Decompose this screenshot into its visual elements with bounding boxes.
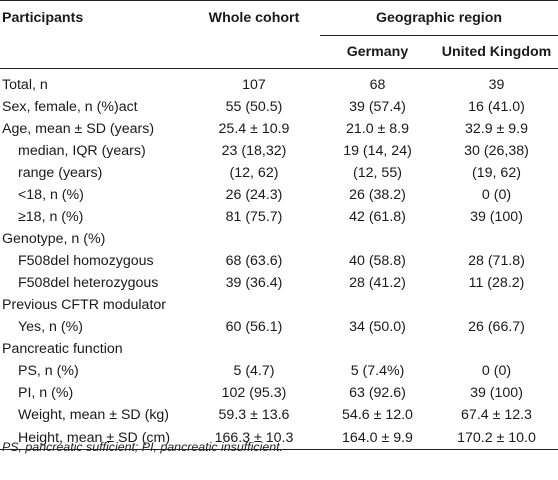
row-label: Weight, mean ± SD (kg) bbox=[18, 407, 170, 423]
cell-whole-cohort: 59.3 ± 13.6 bbox=[218, 407, 290, 423]
table-footnote: PS, pancreatic sufficient; PI, pancreati… bbox=[2, 440, 283, 454]
cell-whole-cohort: 5 (4.7) bbox=[233, 363, 275, 379]
row-label: F508del heterozygous bbox=[18, 275, 159, 291]
table-row: range (years) (12, 62) (12, 55) (19, 62) bbox=[0, 162, 558, 184]
cell-united-kingdom: 30 (26,38) bbox=[464, 143, 529, 159]
cell-whole-cohort: 39 (36.4) bbox=[225, 275, 283, 291]
header-geographic-region: Geographic region bbox=[320, 0, 558, 36]
cell-united-kingdom bbox=[435, 338, 558, 360]
table-row: Yes, n (%) 60 (56.1) 34 (50.0) 26 (66.7) bbox=[0, 316, 558, 338]
row-label: Sex, female, n (%)act bbox=[2, 99, 138, 115]
cell-germany bbox=[320, 338, 435, 360]
cell-whole-cohort: 68 (63.6) bbox=[225, 253, 283, 269]
cell-whole-cohort: 60 (56.1) bbox=[225, 319, 283, 335]
row-label: Genotype, n (%) bbox=[2, 231, 106, 247]
header-whole-cohort: Whole cohort bbox=[208, 10, 300, 26]
cell-germany: 5 (7.4%) bbox=[350, 363, 405, 379]
cell-united-kingdom: (19, 62) bbox=[472, 165, 521, 181]
row-label: Previous CFTR modulator bbox=[2, 297, 166, 313]
cell-germany: 21.0 ± 8.9 bbox=[345, 121, 409, 137]
cell-germany: 39 (57.4) bbox=[349, 99, 406, 115]
row-label: F508del homozygous bbox=[18, 253, 154, 269]
cell-united-kingdom: 11 (28.2) bbox=[468, 275, 525, 291]
cell-germany bbox=[320, 294, 435, 316]
cell-united-kingdom bbox=[435, 294, 558, 316]
table-row: F508del homozygous 68 (63.6) 40 (58.8) 2… bbox=[0, 250, 558, 272]
row-label: <18, n (%) bbox=[18, 187, 84, 203]
participants-table: Participants Whole cohort Geographic reg… bbox=[0, 0, 558, 450]
cell-germany: 54.6 ± 12.0 bbox=[342, 407, 413, 423]
table-row: Sex, female, n (%)act 55 (50.5) 39 (57.4… bbox=[0, 96, 558, 118]
cell-germany bbox=[320, 228, 435, 250]
cell-united-kingdom bbox=[435, 228, 558, 250]
cell-whole-cohort: 102 (95.3) bbox=[221, 385, 287, 401]
table-row: F508del heterozygous 39 (36.4) 28 (41.2)… bbox=[0, 272, 558, 294]
cell-whole-cohort: 107 bbox=[242, 77, 266, 93]
header-participants: Participants bbox=[2, 10, 84, 26]
cell-whole-cohort: (12, 62) bbox=[229, 165, 279, 181]
cell-united-kingdom: 39 bbox=[488, 77, 505, 93]
cell-germany: 68 bbox=[369, 77, 386, 93]
cell-germany: 164.0 ± 9.9 bbox=[320, 426, 435, 450]
cell-germany: 63 (92.6) bbox=[349, 385, 406, 401]
row-label: Height, mean ± SD (cm) bbox=[0, 426, 188, 450]
cell-whole-cohort: 23 (18,32) bbox=[221, 143, 287, 159]
table-row: ≥18, n (%) 81 (75.7) 42 (61.8) 39 (100) bbox=[0, 206, 558, 228]
header-row-1: Participants Whole cohort Geographic reg… bbox=[0, 0, 558, 36]
cell-united-kingdom: 170.2 ± 10.0 bbox=[435, 426, 558, 450]
cell-whole-cohort: 166.3 ± 10.3 bbox=[188, 426, 320, 450]
table-row: Previous CFTR modulator bbox=[0, 294, 558, 316]
cell-united-kingdom: 26 (66.7) bbox=[468, 319, 525, 335]
table-row: Pancreatic function bbox=[0, 338, 558, 360]
cell-united-kingdom: 39 (100) bbox=[470, 385, 523, 401]
row-label: ≥18, n (%) bbox=[18, 209, 84, 225]
table-row: PS, n (%) 5 (4.7) 5 (7.4%) 0 (0) bbox=[0, 360, 558, 382]
cell-whole-cohort: 81 (75.7) bbox=[225, 209, 283, 225]
row-label: Pancreatic function bbox=[2, 341, 123, 357]
header-united-kingdom: United Kingdom bbox=[441, 44, 552, 60]
table-row: Age, mean ± SD (years) 25.4 ± 10.9 21.0 … bbox=[0, 118, 558, 140]
cell-whole-cohort: 25.4 ± 10.9 bbox=[218, 121, 290, 137]
table-row: PI, n (%) 102 (95.3) 63 (92.6) 39 (100) bbox=[0, 382, 558, 404]
header-germany: Germany bbox=[346, 44, 409, 60]
table-row: <18, n (%) 26 (24.3) 26 (38.2) 0 (0) bbox=[0, 184, 558, 206]
cell-whole-cohort: 26 (24.3) bbox=[225, 187, 283, 203]
row-label: range (years) bbox=[18, 165, 103, 181]
cell-united-kingdom: 67.4 ± 12.3 bbox=[461, 407, 532, 423]
cell-germany: 34 (50.0) bbox=[349, 319, 406, 335]
row-label: PI, n (%) bbox=[18, 385, 74, 401]
cell-germany: 28 (41.2) bbox=[349, 275, 406, 291]
cell-united-kingdom: 28 (71.8) bbox=[468, 253, 525, 269]
table-row: Total, n 107 68 39 bbox=[0, 69, 558, 97]
cell-whole-cohort bbox=[188, 338, 320, 360]
cell-united-kingdom: 39 (100) bbox=[470, 209, 523, 225]
row-label: PS, n (%) bbox=[18, 363, 79, 379]
table-row: median, IQR (years) 23 (18,32) 19 (14, 2… bbox=[0, 140, 558, 162]
cell-whole-cohort bbox=[188, 294, 320, 316]
cell-united-kingdom: 16 (41.0) bbox=[468, 99, 525, 115]
cell-germany: 19 (14, 24) bbox=[343, 143, 412, 159]
cell-germany: 26 (38.2) bbox=[349, 187, 406, 203]
cell-united-kingdom: 32.9 ± 9.9 bbox=[465, 121, 529, 137]
row-label: Age, mean ± SD (years) bbox=[2, 121, 155, 137]
cell-whole-cohort: 55 (50.5) bbox=[225, 99, 283, 115]
cell-germany: (12, 55) bbox=[353, 165, 402, 181]
row-label: median, IQR (years) bbox=[18, 143, 146, 159]
table-row: Weight, mean ± SD (kg) 59.3 ± 13.6 54.6 … bbox=[0, 404, 558, 426]
table-row: Genotype, n (%) bbox=[0, 228, 558, 250]
table-row: Height, mean ± SD (cm) 166.3 ± 10.3 164.… bbox=[0, 426, 558, 450]
cell-united-kingdom: 0 (0) bbox=[481, 187, 512, 203]
cell-germany: 40 (58.8) bbox=[349, 253, 406, 269]
cell-germany: 42 (61.8) bbox=[349, 209, 406, 225]
row-label: Yes, n (%) bbox=[18, 319, 83, 335]
row-label: Total, n bbox=[2, 77, 48, 93]
cell-united-kingdom: 0 (0) bbox=[481, 363, 512, 379]
cell-whole-cohort bbox=[188, 228, 320, 250]
